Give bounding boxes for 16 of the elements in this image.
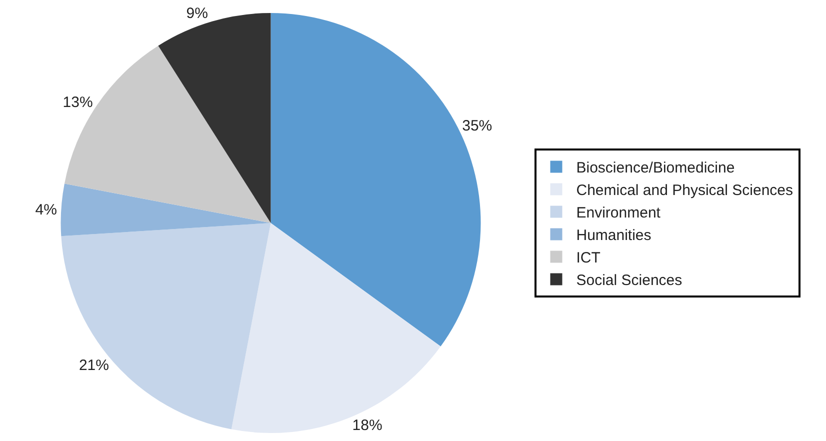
- data-label: 13%: [62, 94, 93, 111]
- data-label: 9%: [186, 5, 208, 22]
- legend-label: Environment: [576, 204, 662, 222]
- pie-slice: [64, 46, 271, 223]
- pie-slice: [231, 223, 441, 433]
- legend-label: Bioscience/Biomedicine: [576, 160, 735, 177]
- pie-slice: [60, 184, 271, 236]
- legend-label: Humanities: [576, 227, 652, 244]
- data-label: 21%: [78, 357, 109, 374]
- legend-label: Chemical and Physical Sciences: [576, 182, 794, 200]
- legend-label: Social Sciences: [576, 272, 682, 290]
- data-label: 4%: [35, 201, 57, 218]
- data-label: 35%: [462, 117, 492, 134]
- pie-slice: [61, 223, 271, 430]
- data-label: 18%: [352, 417, 382, 434]
- legend-label: ICT: [576, 250, 600, 267]
